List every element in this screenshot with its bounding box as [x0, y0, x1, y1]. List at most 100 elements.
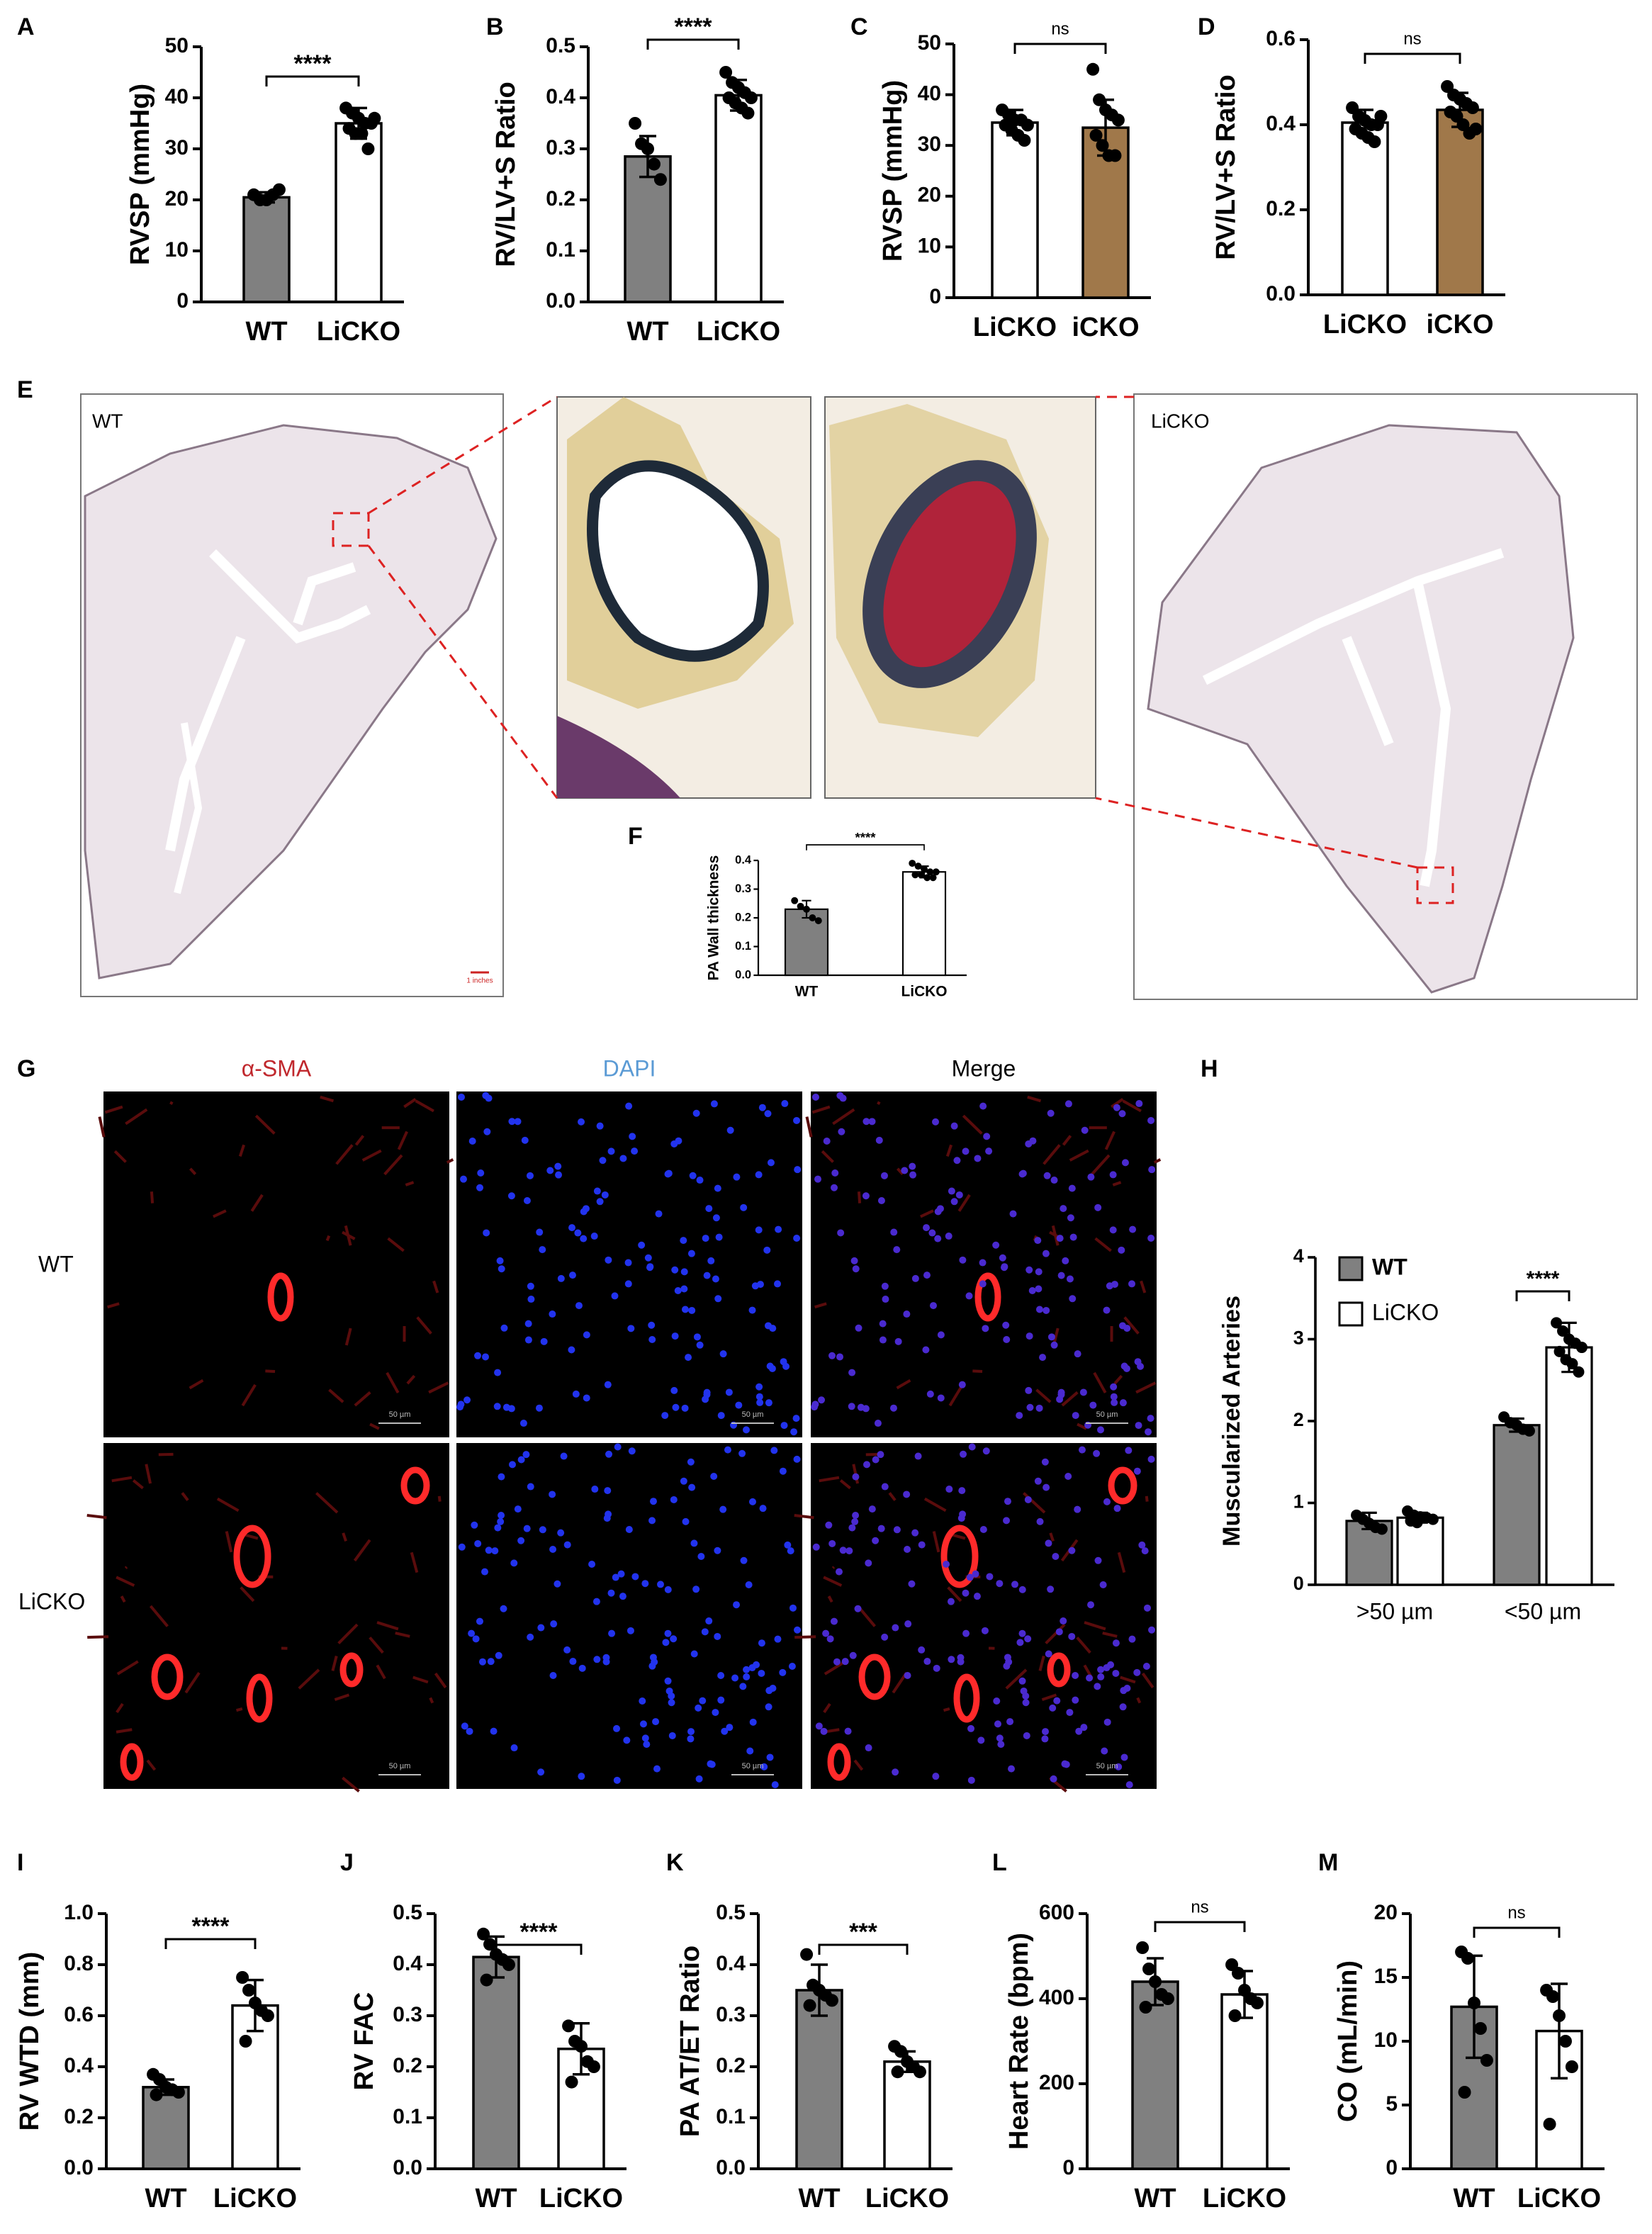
nucleus: [509, 1461, 517, 1469]
y-tick-label: 0.1: [735, 940, 751, 953]
nucleus: [1125, 1781, 1133, 1789]
nucleus: [1148, 1166, 1156, 1174]
nucleus: [639, 1697, 646, 1705]
nucleus: [652, 1718, 660, 1726]
column-label: DAPI: [603, 1055, 656, 1081]
nucleus: [1120, 1362, 1128, 1370]
data-point: [800, 1948, 814, 1961]
data-point: [242, 1984, 256, 1997]
nucleus: [693, 1333, 701, 1341]
nucleus: [1147, 1415, 1154, 1422]
nucleus: [763, 1246, 771, 1254]
y-tick-label: 0.2: [546, 187, 575, 211]
nucleus: [605, 1256, 612, 1264]
nucleus: [687, 1735, 695, 1743]
nucleus: [766, 1362, 774, 1370]
nucleus: [563, 1541, 571, 1549]
nucleus: [854, 1605, 862, 1612]
y-tick-label: 0.3: [716, 2003, 746, 2026]
zoom-line: [1095, 797, 1418, 869]
nucleus: [500, 1605, 507, 1612]
nucleus: [894, 1337, 902, 1345]
tissue-signal: [146, 1759, 157, 1771]
nucleus: [1109, 1171, 1117, 1179]
nucleus: [1026, 1266, 1033, 1274]
significance-label: ns: [1507, 1903, 1525, 1922]
tissue-signal: [827, 1595, 833, 1603]
tissue-signal: [1038, 1655, 1045, 1671]
nucleus: [1097, 1666, 1105, 1673]
nucleus: [1045, 1539, 1052, 1547]
nucleus: [607, 1147, 615, 1155]
nucleus: [1112, 1669, 1120, 1677]
tissue-signal: [369, 1637, 384, 1654]
nucleus: [629, 1133, 636, 1140]
nucleus: [517, 1456, 525, 1464]
nucleus: [1011, 1581, 1018, 1588]
data-point: [361, 142, 375, 155]
nucleus: [668, 1731, 676, 1739]
tissue-signal: [238, 1144, 246, 1157]
nucleus: [793, 1235, 801, 1242]
nucleus: [1022, 1699, 1030, 1707]
data-point: [1018, 134, 1031, 147]
nucleus: [1019, 1169, 1027, 1177]
y-tick-label: 0.6: [1266, 27, 1296, 50]
nucleus: [703, 1272, 711, 1279]
nucleus: [1097, 1673, 1105, 1680]
tissue-signal: [821, 1150, 834, 1163]
tissue-signal: [1153, 1158, 1162, 1164]
nucleus: [811, 1401, 819, 1408]
y-tick-label: 0.1: [393, 2105, 422, 2128]
data-point: [477, 1927, 490, 1941]
data-point: [926, 868, 934, 876]
nucleus: [831, 1169, 839, 1177]
y-tick-label: 0.4: [393, 1952, 422, 1975]
nucleus: [862, 1118, 870, 1126]
nucleus: [560, 1452, 568, 1460]
tissue-signal: [386, 1371, 400, 1393]
tissue-signal: [429, 1697, 434, 1704]
nucleus: [514, 1505, 522, 1513]
tissue-signal: [823, 1576, 843, 1587]
zoom-box: [332, 512, 370, 547]
nucleus: [962, 1629, 970, 1637]
x-tick-label: LiCKO: [1517, 2184, 1601, 2213]
nucleus: [979, 1102, 987, 1110]
scale-label: 1 inches: [466, 977, 493, 985]
x-tick-label: LiCKO: [317, 317, 400, 347]
y-tick-label: 0.5: [546, 34, 575, 57]
bar: [1341, 121, 1389, 296]
tissue-signal: [98, 1116, 106, 1138]
data-point: [1149, 1975, 1162, 1988]
data-point: [261, 2009, 274, 2022]
nucleus: [1024, 1495, 1032, 1503]
tissue-signal: [149, 1605, 169, 1627]
data-point: [629, 117, 642, 130]
nucleus: [1078, 1446, 1086, 1454]
nucleus: [1072, 1672, 1079, 1680]
nucleus: [707, 1760, 714, 1768]
data-point: [1565, 2060, 1578, 2073]
nucleus: [759, 1505, 767, 1512]
nucleus: [841, 1658, 849, 1666]
tissue-signal: [236, 1707, 243, 1712]
nucleus: [836, 1353, 843, 1361]
tissue-signal: [328, 1388, 344, 1403]
nucleus: [664, 1585, 672, 1593]
nucleus: [746, 1747, 754, 1755]
nucleus: [681, 1306, 689, 1313]
y-tick-label: 0.0: [1266, 282, 1296, 305]
nucleus: [672, 1403, 680, 1411]
tissue-signal: [181, 1492, 189, 1501]
vessel-wall: [587, 460, 769, 662]
nucleus: [765, 1399, 772, 1407]
nucleus: [656, 1581, 664, 1588]
x-tick-label: <50 µm: [1505, 1598, 1581, 1624]
data-point: [921, 865, 928, 873]
data-point: [172, 2086, 185, 2099]
y-axis-title: Muscularized Arteries: [1218, 1296, 1245, 1547]
nucleus: [1086, 1674, 1094, 1682]
nucleus: [780, 1358, 787, 1366]
nucleus: [653, 1765, 661, 1773]
